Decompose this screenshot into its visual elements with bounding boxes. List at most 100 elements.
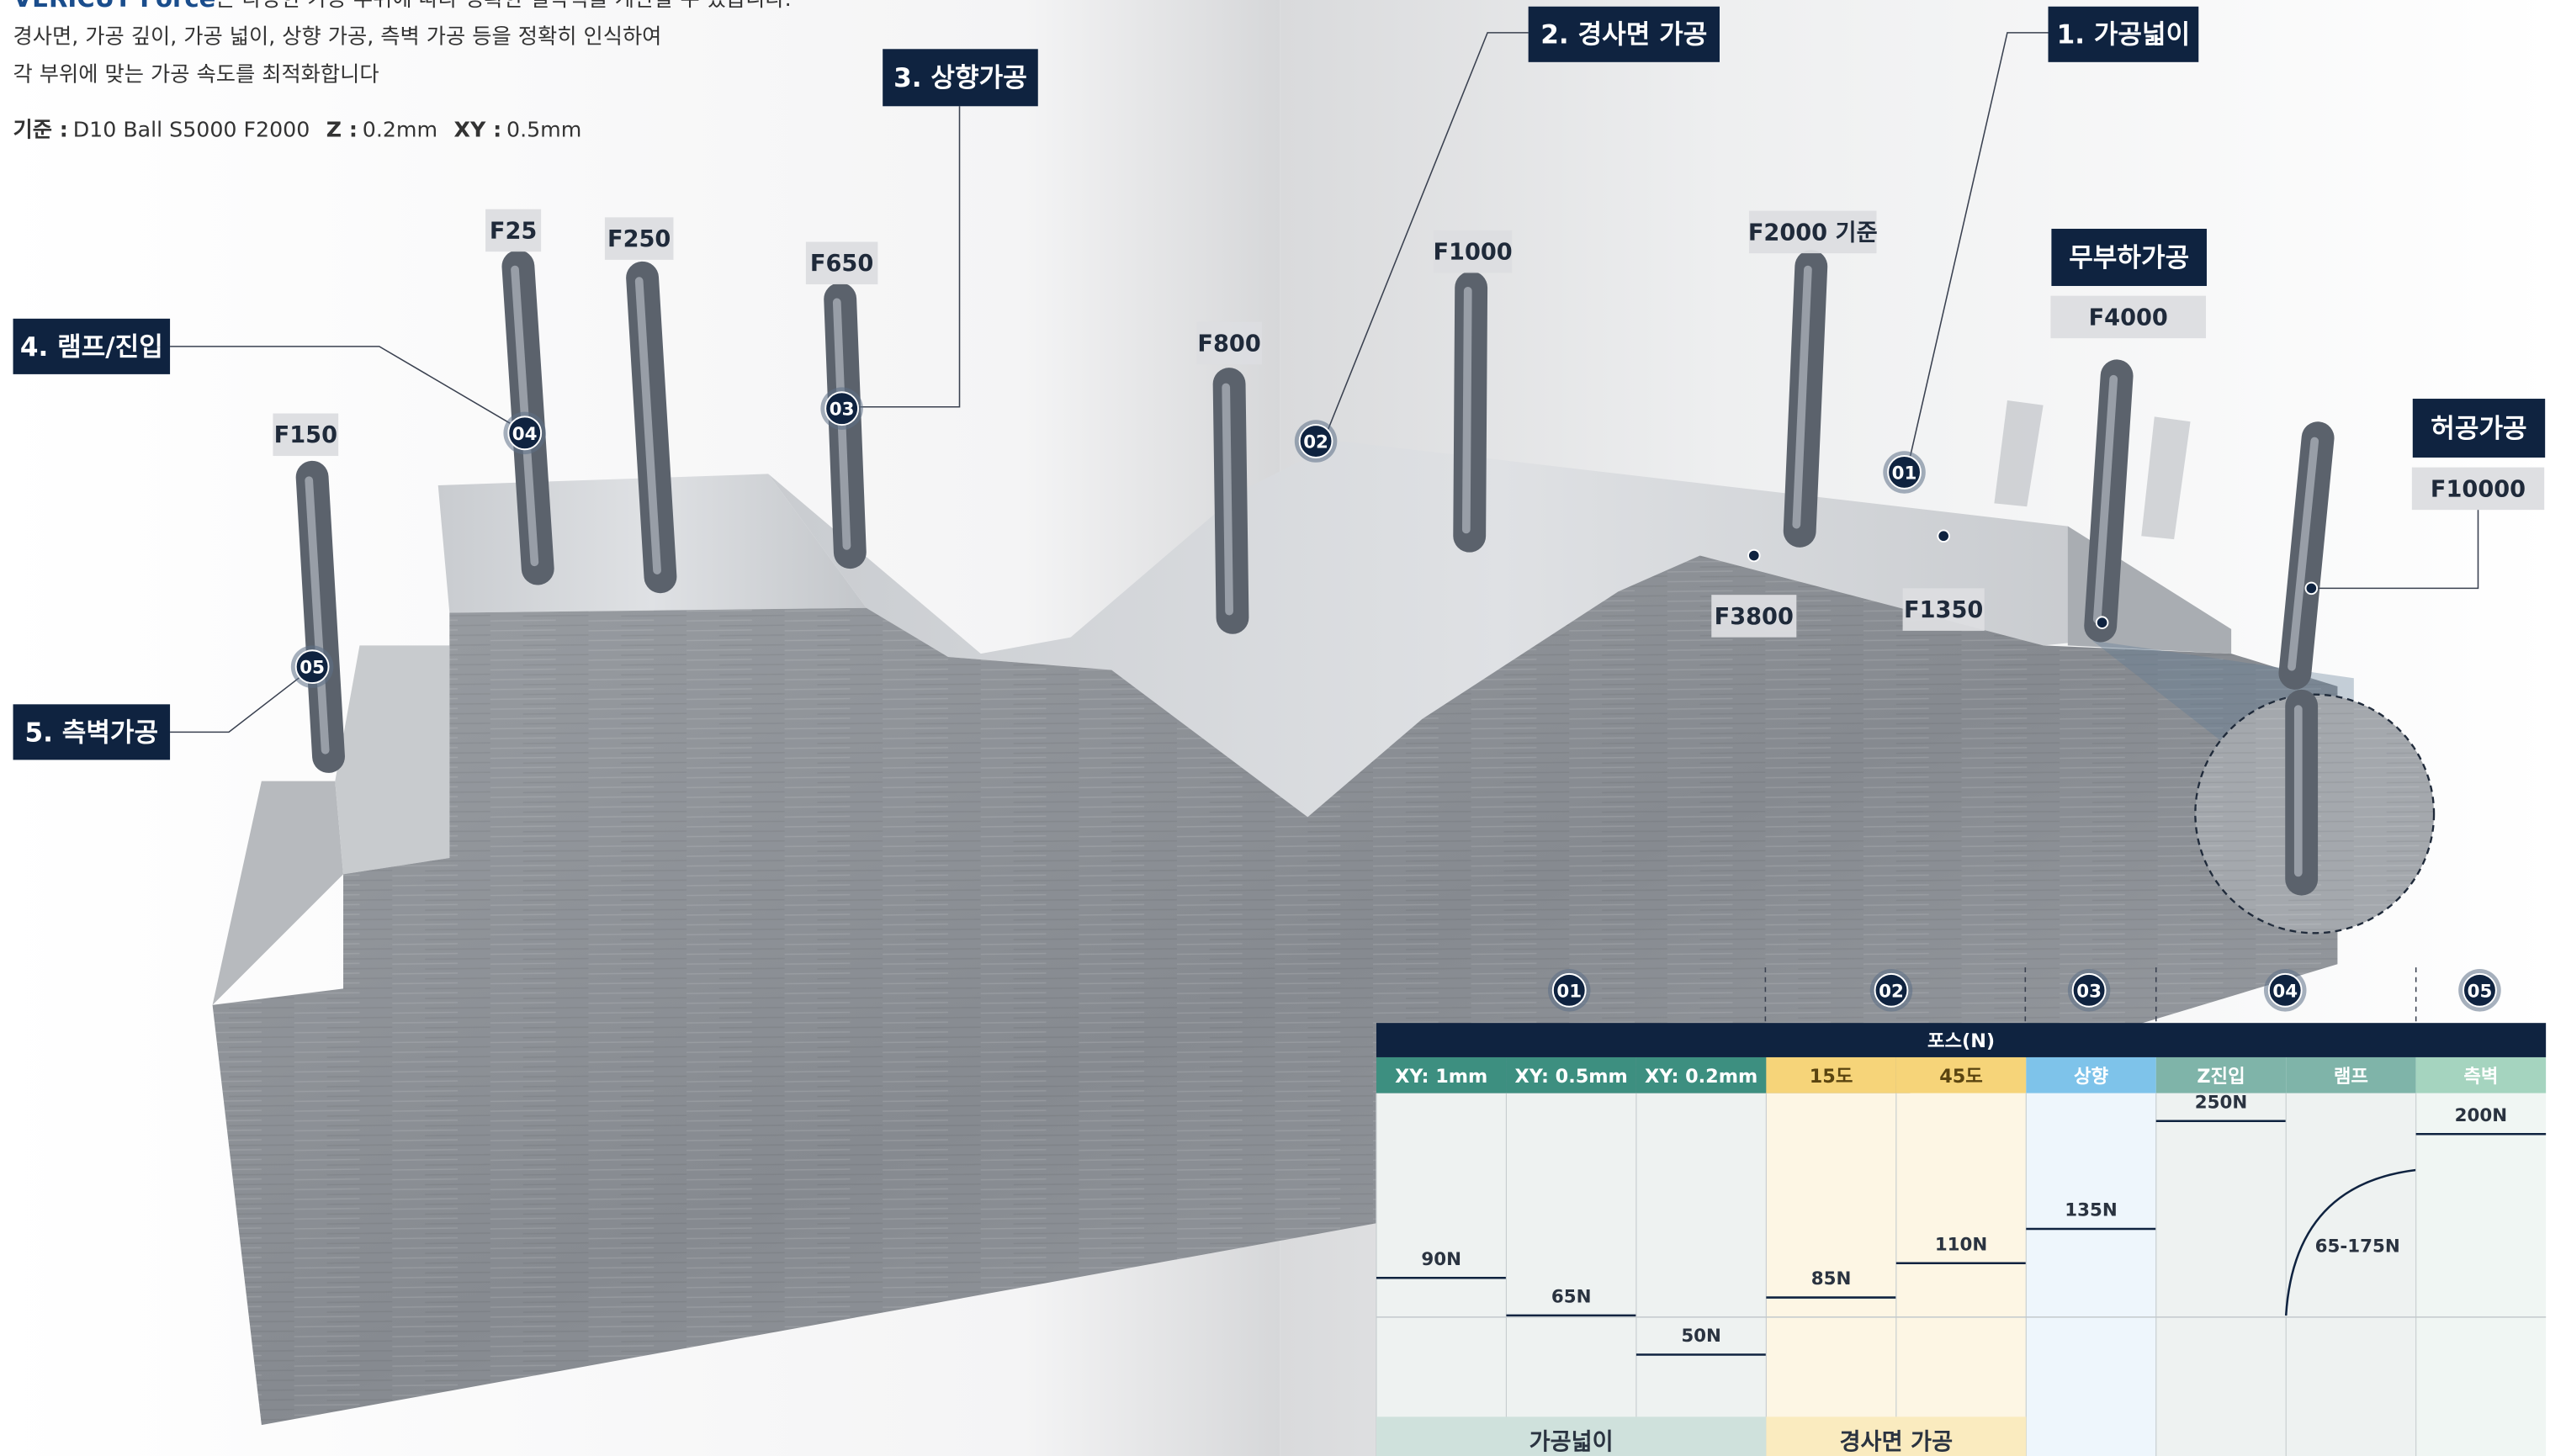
feed-label: F3800	[1715, 604, 1794, 630]
table-title-bar	[1376, 1023, 2547, 1057]
callout-text: 허공가공	[2431, 414, 2526, 444]
column-body	[1895, 1093, 2027, 1456]
tool-highlight	[1792, 265, 1812, 529]
feed-label: F1000	[1433, 240, 1512, 266]
marker-text: 01	[1892, 463, 1917, 484]
marker	[2267, 972, 2303, 1008]
marker-text: 05	[300, 658, 325, 679]
intro-lead: VERICUT Force는 다양한 가공 부위에 따라 정확한 절삭력을 계산…	[13, 0, 792, 13]
callout-text: 1. 가공넓이	[2057, 20, 2191, 50]
feed-box	[485, 209, 542, 252]
tool-highlight	[634, 277, 661, 574]
feed-label: F2000 기준	[1748, 220, 1878, 246]
leader-line	[170, 346, 511, 424]
marker-text: 02	[1303, 432, 1328, 453]
feed-box	[604, 217, 674, 260]
marker	[2071, 972, 2107, 1008]
column-body	[2415, 1093, 2547, 1456]
table-title: 포스(N)	[1927, 1030, 1995, 1052]
column-header: XY: 0.2mm	[1645, 1066, 1757, 1088]
marker-text: 03	[2076, 981, 2102, 1002]
callout-text: 5. 측벽가공	[24, 717, 158, 748]
feed-box	[1748, 210, 1877, 254]
column-body	[1506, 1093, 1636, 1456]
feed-label: F250	[607, 226, 671, 252]
feed-box	[273, 413, 339, 457]
point-dot	[1937, 529, 1950, 543]
callout-box	[2048, 6, 2199, 62]
z-text: 0.2mm	[363, 117, 437, 141]
tool-highlight	[1222, 383, 1233, 616]
feed-label: F25	[490, 218, 537, 244]
point-dot	[2304, 581, 2319, 596]
column-header-bg	[1766, 1056, 1896, 1093]
feed-box	[1196, 321, 1262, 365]
callout-box	[883, 49, 1038, 107]
tool-highlight	[2288, 437, 2319, 671]
marker-text: 05	[2468, 981, 2493, 1002]
workpiece	[212, 400, 2436, 1426]
feed-box	[1433, 230, 1513, 273]
lead-rest: 는 다양한 가공 부위에 따라 정확한 절삭력을 계산할 수 있습니다.	[215, 0, 791, 11]
column-header-bg	[1895, 1056, 2027, 1093]
column-body	[1376, 1093, 1507, 1456]
column-header-bg	[1635, 1056, 1767, 1093]
feed-box	[2411, 467, 2545, 511]
feed-box	[805, 241, 878, 285]
group-label: 가공넓이	[1529, 1429, 1614, 1455]
force-curve	[2284, 1168, 2416, 1316]
leader-line	[858, 106, 961, 408]
column-header: 램프	[2334, 1066, 2368, 1088]
group-bg	[1766, 1416, 2027, 1456]
force-value: 90N	[1421, 1249, 1461, 1270]
column-header: 측벽	[2463, 1066, 2498, 1088]
column-body	[2026, 1093, 2156, 1456]
leader-line	[1326, 32, 1529, 432]
callout-box	[2412, 399, 2546, 458]
callout-box	[2051, 228, 2207, 286]
force-value: 85N	[1811, 1268, 1852, 1289]
marker	[1887, 455, 1922, 490]
column-body	[1766, 1093, 1896, 1456]
marker-text: 03	[830, 400, 855, 421]
marker	[1874, 972, 1909, 1008]
feed-box	[1711, 595, 1797, 638]
column-header: XY: 0.5mm	[1515, 1066, 1628, 1088]
force-value: 50N	[1681, 1326, 1721, 1347]
callout-box	[13, 318, 171, 374]
column-body	[2155, 1093, 2287, 1456]
column-body	[2286, 1093, 2416, 1456]
column-header-bg	[1506, 1056, 1636, 1093]
basis-text: D10 Ball S5000 F2000	[73, 117, 310, 141]
callout-text: 2. 경사면 가공	[1540, 20, 1707, 50]
point-dot	[1747, 548, 1761, 563]
callout-text: 4. 램프/진입	[20, 332, 163, 363]
marker-text: 02	[1879, 981, 1904, 1002]
marker	[1298, 424, 1333, 458]
marker	[1551, 972, 1587, 1008]
callout-text: 무부하가공	[2069, 243, 2189, 273]
group-bg	[1376, 1416, 1767, 1456]
force-value: 250N	[2195, 1092, 2247, 1113]
marker-text: 01	[1556, 981, 1582, 1002]
leader-line	[1908, 32, 2049, 462]
column-header: 상향	[2074, 1066, 2109, 1088]
column-header: 45도	[1939, 1066, 1983, 1088]
column-body	[1635, 1093, 1767, 1456]
column-header-bg	[2415, 1056, 2547, 1093]
feed-label: F1350	[1904, 597, 1983, 623]
column-header-bg	[2286, 1056, 2416, 1093]
force-value: 65-175N	[2315, 1236, 2400, 1257]
xy-label: XY :	[454, 117, 502, 141]
basis-label: 기준 :	[13, 117, 68, 141]
force-value: 135N	[2065, 1200, 2117, 1221]
brand: VERICUT Force	[13, 0, 216, 13]
intro-line: 각 부위에 맞는 가공 속도를 최적화합니다	[13, 61, 379, 86]
marker-text: 04	[2272, 981, 2298, 1002]
marker	[507, 416, 543, 451]
column-header-bg	[1376, 1056, 1507, 1093]
leaders	[170, 32, 2479, 733]
labels: 1. 가공넓이 2. 경사면 가공 3. 상향가공 4. 램프/진입 5. 측벽가공 무부…	[13, 6, 2546, 760]
